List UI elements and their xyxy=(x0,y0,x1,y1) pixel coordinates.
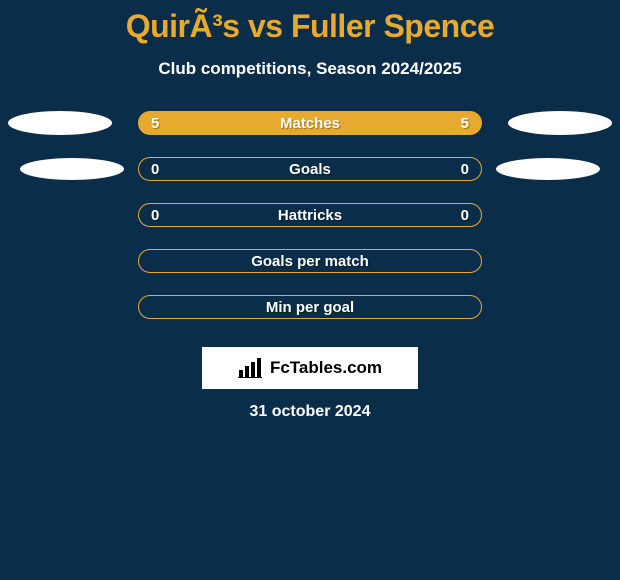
avatar-right-placeholder xyxy=(508,111,612,135)
brand-badge: FcTables.com xyxy=(202,347,418,389)
stats-container: QuirÃ³s vs Fuller Spence Club competitio… xyxy=(0,0,620,421)
page-subtitle: Club competitions, Season 2024/2025 xyxy=(158,59,461,79)
page-title: QuirÃ³s vs Fuller Spence xyxy=(126,8,495,45)
avatar-left-placeholder xyxy=(20,158,124,180)
stat-right-value: 5 xyxy=(461,115,469,132)
stat-bar-matches: 5 Matches 5 xyxy=(138,111,482,135)
stat-bar-goals-per-match: Goals per match xyxy=(138,249,482,273)
avatar-right-placeholder xyxy=(496,158,600,180)
stat-right-value: 0 xyxy=(461,161,469,178)
stat-row-min-per-goal: Min per goal xyxy=(0,295,620,319)
stat-left-value: 0 xyxy=(151,207,159,224)
stat-label: Matches xyxy=(280,115,340,132)
stat-row-hattricks: 0 Hattricks 0 xyxy=(0,203,620,227)
stat-right-value: 0 xyxy=(461,207,469,224)
bar-chart-icon xyxy=(238,358,264,378)
brand-text: FcTables.com xyxy=(270,358,382,378)
stat-row-matches: 5 Matches 5 xyxy=(0,111,620,135)
stat-bar-hattricks: 0 Hattricks 0 xyxy=(138,203,482,227)
stat-label: Hattricks xyxy=(278,207,342,224)
avatar-left-placeholder xyxy=(8,111,112,135)
stat-left-value: 5 xyxy=(151,115,159,132)
stat-left-value: 0 xyxy=(151,161,159,178)
stat-bar-min-per-goal: Min per goal xyxy=(138,295,482,319)
stat-row-goals: 0 Goals 0 xyxy=(0,157,620,181)
stat-label: Goals xyxy=(289,161,331,178)
stat-label: Goals per match xyxy=(251,253,369,270)
stat-row-goals-per-match: Goals per match xyxy=(0,249,620,273)
footer-date: 31 october 2024 xyxy=(250,403,371,421)
stat-label: Min per goal xyxy=(266,299,354,316)
stat-bar-goals: 0 Goals 0 xyxy=(138,157,482,181)
